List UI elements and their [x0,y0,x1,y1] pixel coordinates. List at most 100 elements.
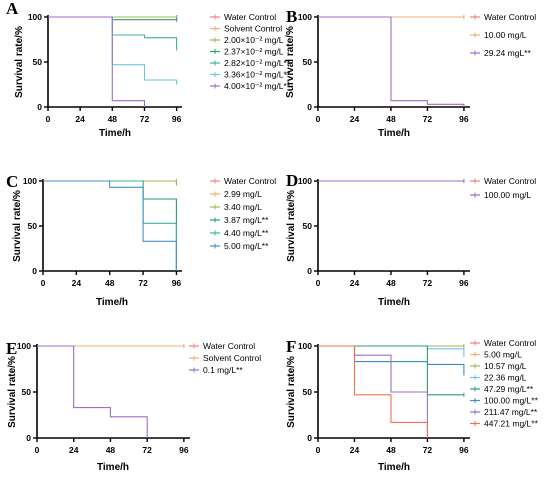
panel-letter: D [286,171,298,190]
legend-entry: 100.00 mg/L [484,190,532,200]
x-tick-label: 96 [459,278,469,288]
series-line-6 [318,345,428,438]
x-tick-label: 24 [69,445,79,455]
y-axis-label: Survival rate/% [14,26,25,98]
y-tick-label: 50 [303,387,313,397]
legend: Water Control 10.00 mg/L 29.24 mgL** [470,12,536,58]
legend-entry: Solvent Control [203,353,261,363]
panel-letter: C [6,172,18,191]
legend-entry: 4.00×10⁻² mg/L** [224,81,291,91]
legend-entry: 3.40 mg/L [224,202,262,212]
legend-entry: 47.29 mg/L** [484,384,534,394]
legend-entry: Water Control [484,12,536,22]
series-line-2 [318,16,465,107]
series-line-4 [43,180,177,271]
x-tick-label: 0 [316,114,321,124]
x-tick-label: 0 [41,278,46,288]
x-tick-label: 48 [386,278,396,288]
y-tick-label: 0 [307,266,312,276]
x-tick-label: 24 [72,278,82,288]
x-tick-label: 48 [106,445,116,455]
legend-entry: 2.37×10⁻² mg/L [224,47,284,57]
legend-entry: 10.57 mg/L [484,361,527,371]
y-tick-label: 0 [307,433,312,443]
panel-F: F 0 50 100 0 24 48 72 96 Time/h Survival rate/% Wat… [286,337,539,473]
panel-A: A 0 50 100 0 24 48 72 96 Time/h Survival rate/% Wat… [6,0,291,139]
legend-entry: 2.99 mg/L [224,189,262,199]
legend-entry: 2.00×10⁻² mg/L [224,35,284,45]
x-axis-label: Time/h [99,128,131,139]
panel-letter: B [286,7,297,26]
x-tick-label: 24 [75,114,85,124]
y-tick-label: 0 [37,102,42,112]
x-tick-label: 0 [35,445,40,455]
legend-entry: Water Control [484,338,536,348]
legend-entry: 211.47 mg/L** [484,407,538,417]
legend: Water Control Solvent Control 0.1 mg/L** [189,341,261,375]
y-tick-label: 50 [22,387,32,397]
y-tick-label: 50 [28,221,38,231]
legend-entry: 100.00 mg/L** [484,396,539,406]
x-axis-label: Time/h [97,462,129,473]
series-line-3 [43,180,177,271]
y-tick-label: 50 [33,57,43,67]
panel-letter: F [286,337,296,356]
x-tick-label: 96 [459,445,469,455]
series-line-6 [48,16,146,107]
x-tick-label: 72 [423,114,433,124]
series-line-7 [318,345,428,438]
y-axis-label: Survival rate/% [12,190,23,262]
x-tick-label: 72 [423,445,433,455]
x-axis-label: Time/h [96,297,128,308]
y-tick-label: 100 [298,176,312,186]
panel-C: C 0 50 100 0 24 48 72 96 Time/h Survival rate/% Wat… [6,172,276,308]
y-tick-label: 50 [303,57,313,67]
y-tick-label: 100 [28,12,42,22]
x-tick-label: 0 [46,114,51,124]
y-tick-label: 0 [307,102,312,112]
x-tick-label: 24 [350,445,360,455]
legend: Water Control 5.00 mg/L10.57 mg/L 22.36 mg… [470,338,539,429]
y-axis-label: Survival rate/% [285,26,296,98]
y-tick-label: 50 [303,221,313,231]
x-tick-label: 48 [386,114,396,124]
legend-entry: 3.36×10⁻² mg/L** [224,70,291,80]
legend-entry: 10.00 mg/L [484,30,527,40]
x-tick-label: 96 [172,278,182,288]
x-tick-label: 72 [140,114,150,124]
series-line-2 [37,345,148,438]
y-axis-label: Survival rate/% [286,356,297,428]
legend-entry: 3.87 mg/L** [224,215,269,225]
legend-entry: 29.24 mgL** [484,48,531,58]
legend-entry: 22.36 mg/L [484,373,527,383]
panel-letter: A [6,0,19,18]
x-axis-label: Time/h [378,128,410,139]
x-tick-label: 96 [179,445,189,455]
series-line-4 [318,345,464,396]
x-tick-label: 72 [423,278,433,288]
x-tick-label: 48 [386,445,396,455]
x-axis-label: Time/h [378,297,410,308]
x-tick-label: 0 [316,445,321,455]
legend-entry: Water Control [484,176,536,186]
x-tick-label: 48 [105,278,115,288]
legend-entry: 447.21 mg/L** [484,419,539,429]
legend-entry: 4.40 mg/L** [224,228,269,238]
legend-entry: 5.00 mg/L [484,350,522,360]
y-tick-label: 0 [32,266,37,276]
legend: Water Control 100.00 mg/L [470,176,536,200]
x-tick-label: 96 [172,114,182,124]
x-tick-label: 96 [459,114,469,124]
legend-entry: Solvent Control [224,24,282,34]
y-axis-label: Survival rate/% [7,356,18,428]
panel-E: E 0 50 100 0 24 48 72 96 Time/h Survival rate/% Wat… [6,339,261,473]
panel-D: D 0 50 100 0 24 48 72 96 Time/h Survival rate/% Wat… [286,171,536,308]
x-tick-label: 24 [350,114,360,124]
y-tick-label: 100 [17,341,31,351]
y-tick-label: 100 [298,12,312,22]
legend-entry: 0.1 mg/L** [203,365,243,375]
x-tick-label: 72 [142,445,152,455]
legend-entry: Water Control [224,12,276,22]
